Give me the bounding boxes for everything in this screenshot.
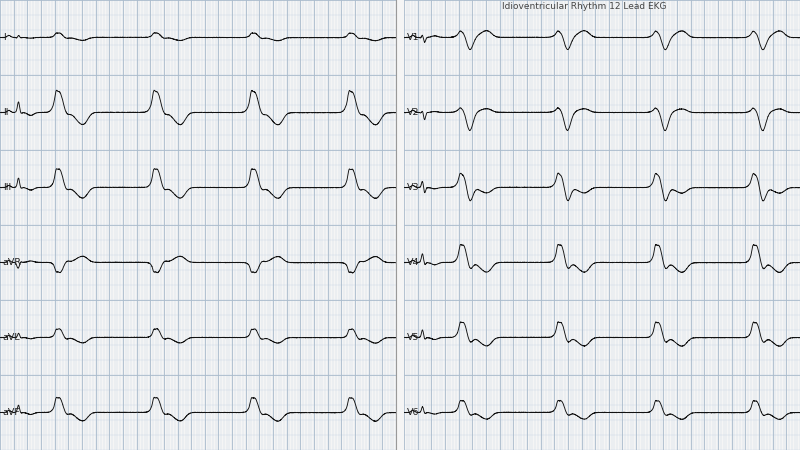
Text: I: I: [2, 33, 6, 42]
Text: aVL: aVL: [2, 333, 20, 342]
Text: III: III: [2, 183, 11, 192]
Text: aVF: aVF: [2, 408, 21, 417]
Text: V6: V6: [406, 408, 419, 417]
Text: V5: V5: [406, 333, 419, 342]
Text: II: II: [2, 108, 8, 117]
Text: V1: V1: [406, 33, 419, 42]
Text: Idioventricular Rhythm 12 Lead EKG: Idioventricular Rhythm 12 Lead EKG: [502, 2, 666, 11]
Text: V2: V2: [406, 108, 419, 117]
Text: V4: V4: [406, 258, 419, 267]
Text: V3: V3: [406, 183, 419, 192]
Text: aVR: aVR: [2, 258, 22, 267]
